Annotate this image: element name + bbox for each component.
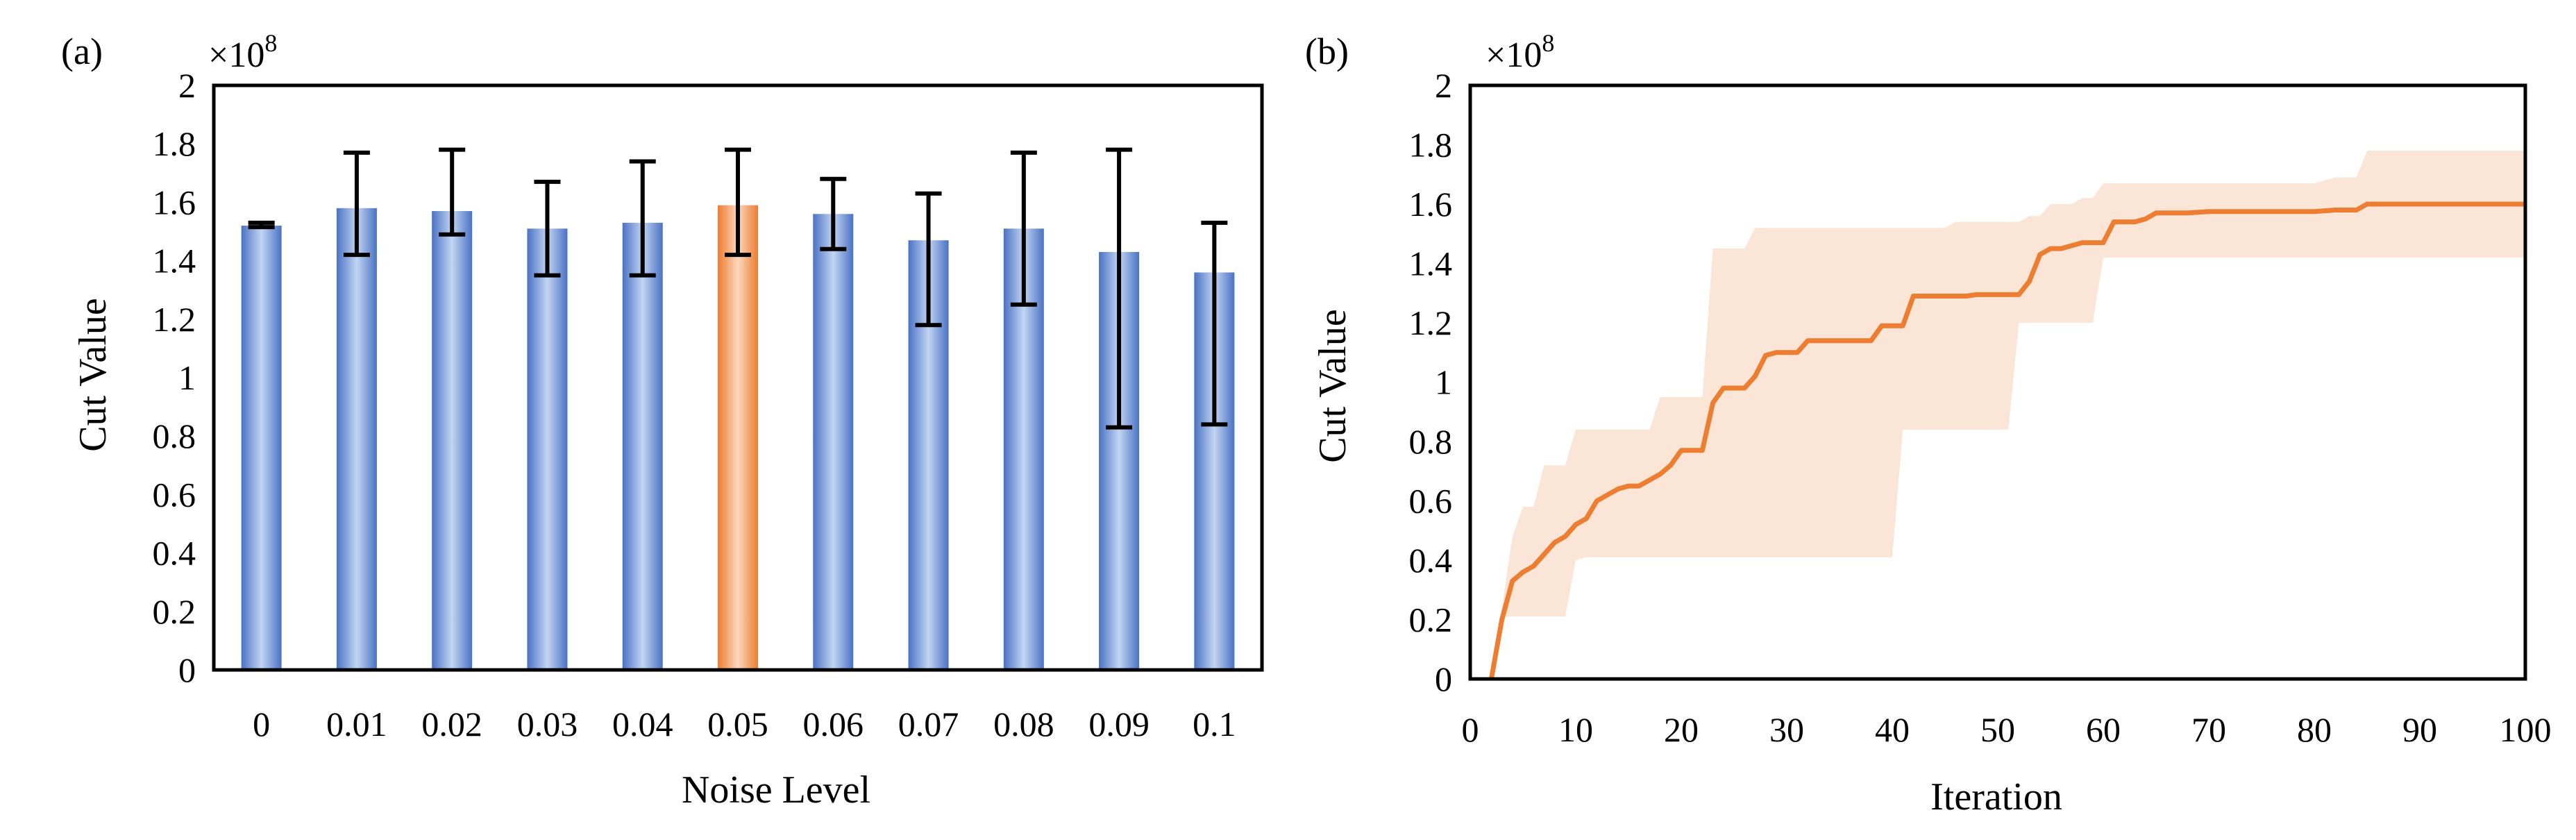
y-tick-label: 1.8: [153, 124, 196, 163]
y-tick-label: 0.6: [1409, 482, 1453, 521]
x-tick-label: 70: [2191, 710, 2226, 749]
bar: [432, 211, 473, 670]
x-axis-label-a: Noise Level: [682, 768, 870, 812]
panel-label-b: (b): [1305, 31, 1349, 72]
x-tick-labels-a: 0 0.01 0.02 0.03 0.04 0.05 0.06 0.07 0.08 0.09 0.1: [253, 705, 1236, 744]
y-tick-label: 1: [178, 358, 196, 397]
error-bar: [1106, 147, 1133, 430]
y-tick-label: 1.6: [153, 183, 196, 221]
error-bar: [439, 147, 466, 237]
y-tick-label: 0.8: [1409, 422, 1453, 461]
error-bar: [248, 220, 275, 230]
y-tick-label: 0.2: [153, 592, 196, 631]
x-tick-label: 50: [1980, 710, 2015, 749]
y-tick-label: 2: [1435, 66, 1452, 105]
y-tick-label: 0.6: [153, 475, 196, 514]
error-bar: [629, 159, 656, 278]
error-bars: [248, 147, 1228, 430]
y-tick-label: 1: [1435, 363, 1452, 402]
bar: [241, 226, 282, 671]
y-tick-label: 0: [1435, 660, 1452, 698]
x-tick-label: 20: [1664, 710, 1699, 749]
y-tick-label: 1.2: [153, 300, 196, 339]
bar-chart-panel: (a) ×108 Cut Value Noise Level 0 0.2 0.4 0.…: [61, 29, 1264, 812]
y-tick-label: 0.8: [153, 417, 196, 455]
bar: [622, 222, 663, 670]
x-tick-label: 0: [253, 705, 270, 744]
plot-frame-a: [212, 83, 1264, 672]
y-tick-label: 2: [178, 66, 196, 105]
y-axis-label-b: Cut Value: [1311, 309, 1354, 462]
x-tick-label: 0.01: [326, 705, 387, 744]
bar: [527, 228, 568, 670]
x-tick-label: 100: [2500, 710, 2552, 749]
x-tick-label: 0.1: [1193, 705, 1236, 744]
x-tick-labels-b: 0 10 20 30 40 50 60 70 80 90 100: [1462, 710, 2552, 749]
y-tick-label: 1.2: [1409, 303, 1453, 342]
bar-highlight: [718, 205, 758, 670]
x-tick-label: 0.04: [612, 705, 673, 744]
x-tick-label: 40: [1875, 710, 1910, 749]
error-bar: [820, 176, 847, 251]
x-tick-label: 0.09: [1088, 705, 1150, 744]
x-tick-label: 0.07: [898, 705, 959, 744]
bar: [813, 214, 854, 670]
error-bar: [343, 150, 370, 258]
x-tick-label: 10: [1558, 710, 1593, 749]
y-tick-label: 0.2: [1409, 600, 1453, 639]
x-tick-label: 0: [1462, 710, 1479, 749]
x-tick-label: 0.08: [993, 705, 1054, 744]
y-tick-label: 1.8: [1409, 126, 1453, 165]
y-tick-labels-b: 0 0.2 0.4 0.6 0.8 1 1.2 1.4 1.6 1.8 2: [1409, 66, 1453, 698]
y-multiplier-a: ×108: [208, 29, 277, 75]
y-tick-label: 0: [178, 650, 196, 689]
x-tick-label: 60: [2086, 710, 2121, 749]
bars: [241, 205, 1235, 671]
error-bar: [534, 179, 561, 278]
plot-frame-b: [1468, 83, 2527, 681]
x-tick-label: 90: [2402, 710, 2437, 749]
confidence-band: [1491, 151, 2525, 679]
x-tick-label: 0.02: [421, 705, 482, 744]
error-bar: [1010, 150, 1037, 307]
y-tick-label: 0.4: [1409, 541, 1453, 580]
mean-line: [1488, 201, 2525, 680]
y-tick-label: 1.4: [1409, 244, 1453, 283]
error-bar: [915, 191, 942, 328]
panel-label-a: (a): [61, 31, 103, 72]
y-tick-label: 1.4: [153, 242, 196, 280]
bar: [336, 208, 377, 670]
line-chart-panel: (b) ×108 Cut Value Iteration 00.20.40.60…: [1305, 29, 2552, 818]
y-tick-label: 0.4: [153, 534, 196, 573]
error-bar: [725, 147, 751, 258]
x-tick-label: 0.05: [707, 705, 768, 744]
x-tick-label: 0.03: [517, 705, 578, 744]
x-tick-label: 0.06: [803, 705, 864, 744]
x-tick-label: 30: [1769, 710, 1804, 749]
y-axis-label-a: Cut Value: [71, 298, 115, 451]
y-multiplier-b: ×108: [1485, 29, 1554, 75]
y-tick-labels-a: 0 0.2 0.4 0.6 0.8 1 1.2 1.4 1.6 1.8 2: [153, 66, 196, 689]
y-tick-label: 1.6: [1409, 185, 1453, 224]
x-axis-label-b: Iteration: [1930, 775, 2062, 818]
x-tick-label: 80: [2297, 710, 2332, 749]
error-bar: [1201, 220, 1228, 427]
